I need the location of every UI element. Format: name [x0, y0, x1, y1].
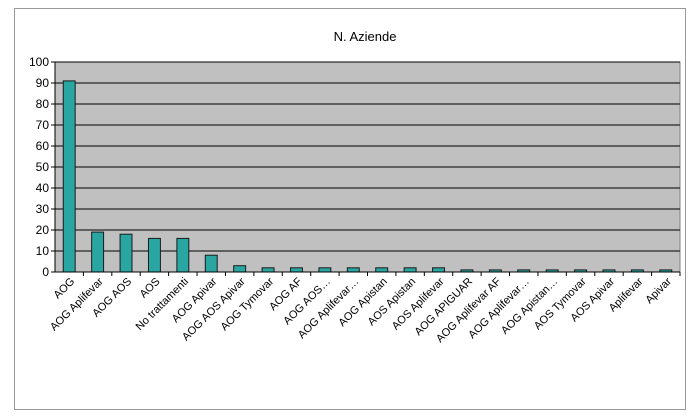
bar: [403, 267, 417, 273]
bar: [176, 237, 190, 273]
bar: [318, 267, 332, 273]
x-tick-label: AOG: [52, 276, 78, 302]
bar: [62, 80, 76, 273]
bar: [119, 233, 133, 273]
chart-frame: N. Aziende 0 10 20 30 40 50 60 70 80 90 100 AOG AOG…: [14, 8, 686, 410]
y-tick-label: 0: [42, 265, 49, 279]
y-tick-label: 100: [29, 55, 49, 69]
x-tick-label: Apivar: [643, 275, 674, 306]
x-tick-label: AOS: [138, 276, 163, 301]
bar: [261, 267, 275, 273]
y-tick-label: 30: [36, 202, 50, 216]
chart-title: N. Aziende: [334, 29, 397, 44]
bar: [290, 267, 303, 273]
y-tick-label: 80: [36, 97, 50, 111]
y-tick-label: 70: [36, 118, 50, 132]
y-tick-label: 60: [36, 139, 50, 153]
y-axis: 0 10 20 30 40 50 60 70 80 90 100: [29, 55, 56, 279]
bar: [375, 267, 389, 273]
bar: [147, 237, 161, 273]
bar: [346, 267, 360, 273]
y-tick-label: 20: [36, 223, 50, 237]
bar: [91, 231, 105, 273]
y-tick-label: 10: [36, 244, 50, 258]
bar: [233, 265, 247, 273]
plot-area: [54, 61, 681, 273]
y-tick-label: 90: [36, 76, 50, 90]
bar-chart: N. Aziende 0 10 20 30 40 50 60 70 80 90 100 AOGAOG…: [29, 29, 681, 345]
bar: [204, 254, 218, 273]
y-tick-label: 50: [36, 160, 50, 174]
y-tick-label: 40: [36, 181, 50, 195]
bar: [432, 267, 445, 273]
